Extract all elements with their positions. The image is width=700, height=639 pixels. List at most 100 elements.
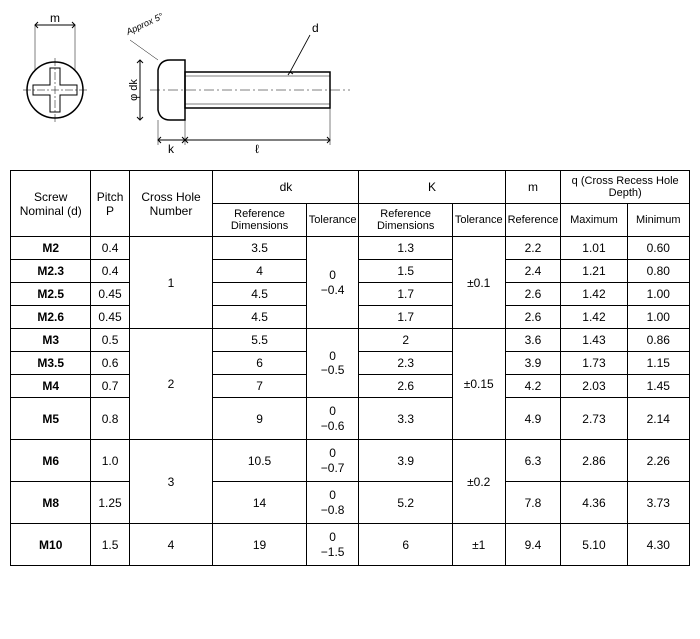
- cell-m-ref: 4.2: [505, 375, 561, 398]
- cell-k-ref: 2.3: [359, 352, 452, 375]
- cell-m-ref: 3.9: [505, 352, 561, 375]
- screw-diagram: m Approx 5° d φ dk k ℓ: [10, 10, 690, 160]
- cell-k-ref: 6: [359, 524, 452, 566]
- col-K: K: [359, 171, 505, 204]
- cell-d: M6: [11, 440, 91, 482]
- cell-pitch: 0.4: [91, 260, 129, 283]
- cell-pitch: 0.45: [91, 306, 129, 329]
- cell-m-ref: 2.2: [505, 237, 561, 260]
- cell-k-ref: 3.9: [359, 440, 452, 482]
- table-row: M81.25140−0.85.27.84.363.73: [11, 482, 690, 524]
- table-row: M30.525.50−0.52±0.153.61.430.86: [11, 329, 690, 352]
- cell-dk-ref: 4: [213, 260, 306, 283]
- cell-k-ref: 2.6: [359, 375, 452, 398]
- cell-k-tol: ±0.15: [452, 329, 505, 440]
- cell-dk-ref: 9: [213, 398, 306, 440]
- cell-q-min: 2.26: [627, 440, 689, 482]
- cell-pitch: 0.5: [91, 329, 129, 352]
- dimensions-table: Screw Nominal (d) Pitch P Cross Hole Num…: [10, 170, 690, 566]
- cell-pitch: 0.45: [91, 283, 129, 306]
- cell-k-ref: 2: [359, 329, 452, 352]
- cell-q-max: 5.10: [561, 524, 627, 566]
- cell-d: M3.5: [11, 352, 91, 375]
- col-k-ref: Reference Dimensions: [359, 204, 452, 237]
- col-m: m: [505, 171, 561, 204]
- cell-q-min: 1.45: [627, 375, 689, 398]
- cell-pitch: 1.25: [91, 482, 129, 524]
- cell-pitch: 0.6: [91, 352, 129, 375]
- cell-k-tol: ±0.2: [452, 440, 505, 524]
- cell-k-ref: 1.7: [359, 306, 452, 329]
- cell-pitch: 1.0: [91, 440, 129, 482]
- cell-dk-tol: 0−0.8: [306, 482, 359, 524]
- cell-dk-ref: 10.5: [213, 440, 306, 482]
- cell-q-max: 1.42: [561, 283, 627, 306]
- cell-q-min: 0.60: [627, 237, 689, 260]
- cell-dk-ref: 19: [213, 524, 306, 566]
- cell-d: M2.5: [11, 283, 91, 306]
- cell-dk-ref: 3.5: [213, 237, 306, 260]
- cell-k-ref: 1.3: [359, 237, 452, 260]
- cell-cross-hole: 4: [129, 524, 213, 566]
- cell-k-ref: 1.5: [359, 260, 452, 283]
- cell-q-min: 0.86: [627, 329, 689, 352]
- cell-pitch: 0.4: [91, 237, 129, 260]
- label-approx: Approx 5°: [124, 11, 165, 37]
- col-pitch: Pitch P: [91, 171, 129, 237]
- cell-q-min: 1.00: [627, 283, 689, 306]
- cell-dk-ref: 4.5: [213, 283, 306, 306]
- cell-d: M2.6: [11, 306, 91, 329]
- cell-m-ref: 9.4: [505, 524, 561, 566]
- label-m: m: [50, 11, 60, 25]
- col-q-max: Maximum: [561, 204, 627, 237]
- cell-q-min: 1.15: [627, 352, 689, 375]
- col-cross-hole: Cross Hole Number: [129, 171, 213, 237]
- cell-k-ref: 3.3: [359, 398, 452, 440]
- cell-q-max: 2.86: [561, 440, 627, 482]
- cell-dk-tol: 0−0.4: [306, 237, 359, 329]
- col-dk-tol: Tolerance: [306, 204, 359, 237]
- col-q-min: Minimum: [627, 204, 689, 237]
- cell-m-ref: 3.6: [505, 329, 561, 352]
- cell-dk-tol: 0−0.7: [306, 440, 359, 482]
- cell-dk-ref: 5.5: [213, 329, 306, 352]
- cell-dk-ref: 7: [213, 375, 306, 398]
- cell-m-ref: 7.8: [505, 482, 561, 524]
- cell-dk-tol: 0−1.5: [306, 524, 359, 566]
- cell-d: M3: [11, 329, 91, 352]
- cell-cross-hole: 2: [129, 329, 213, 440]
- cell-d: M2: [11, 237, 91, 260]
- cell-q-max: 1.73: [561, 352, 627, 375]
- cell-q-min: 3.73: [627, 482, 689, 524]
- cell-q-min: 4.30: [627, 524, 689, 566]
- cell-k-tol: ±1: [452, 524, 505, 566]
- cell-q-max: 1.21: [561, 260, 627, 283]
- cell-q-min: 0.80: [627, 260, 689, 283]
- col-q: q (Cross Recess Hole Depth): [561, 171, 690, 204]
- cell-dk-ref: 4.5: [213, 306, 306, 329]
- cell-m-ref: 2.6: [505, 306, 561, 329]
- cell-k-ref: 1.7: [359, 283, 452, 306]
- cell-q-max: 1.43: [561, 329, 627, 352]
- cell-pitch: 0.7: [91, 375, 129, 398]
- col-screw-nominal: Screw Nominal (d): [11, 171, 91, 237]
- cell-q-max: 2.73: [561, 398, 627, 440]
- cell-m-ref: 6.3: [505, 440, 561, 482]
- cell-q-max: 2.03: [561, 375, 627, 398]
- cell-d: M2.3: [11, 260, 91, 283]
- col-k-tol: Tolerance: [452, 204, 505, 237]
- table-row: M20.413.50−0.41.3±0.12.21.010.60: [11, 237, 690, 260]
- cell-k-ref: 5.2: [359, 482, 452, 524]
- cell-q-max: 1.42: [561, 306, 627, 329]
- cell-q-min: 2.14: [627, 398, 689, 440]
- cell-dk-ref: 6: [213, 352, 306, 375]
- col-m-ref: Reference: [505, 204, 561, 237]
- cell-d: M4: [11, 375, 91, 398]
- cell-k-tol: ±0.1: [452, 237, 505, 329]
- col-dk-ref: Reference Dimensions: [213, 204, 306, 237]
- cell-dk-tol: 0−0.5: [306, 329, 359, 398]
- label-l: ℓ: [255, 142, 259, 156]
- cell-q-max: 4.36: [561, 482, 627, 524]
- cell-m-ref: 2.4: [505, 260, 561, 283]
- cell-dk-tol: 0−0.6: [306, 398, 359, 440]
